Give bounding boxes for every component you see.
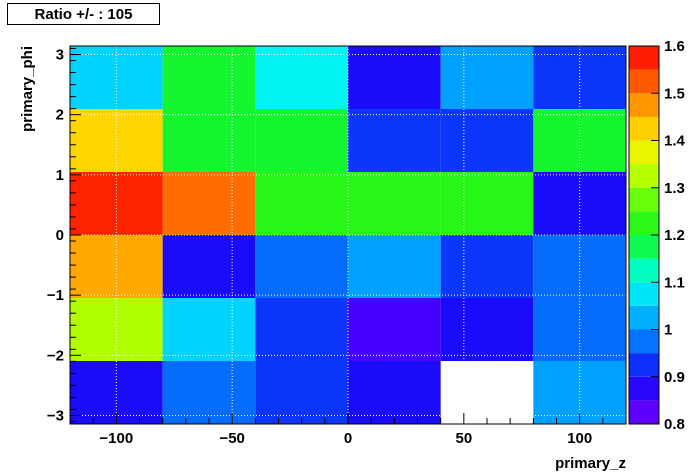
colorbar-segment — [629, 400, 659, 424]
heatmap-cell — [70, 298, 163, 362]
heatmap-cell — [70, 46, 163, 109]
heatmap-cell — [255, 108, 348, 172]
colorbar-segment — [629, 258, 659, 283]
heatmap-cell — [533, 171, 626, 235]
colorbar-segment — [629, 305, 659, 330]
heatmap-cell — [255, 298, 348, 362]
colorbar-tick-label: 1.3 — [664, 180, 685, 197]
colorbar-tick-label: 1.6 — [664, 38, 685, 55]
colorbar-segment — [629, 69, 659, 94]
colorbar-segment — [629, 235, 659, 259]
colorbar-tick-label: 0.9 — [664, 369, 685, 386]
heatmap-cell — [255, 171, 348, 235]
y-tick-label: 1 — [56, 167, 64, 184]
heatmap-cell — [255, 235, 348, 299]
colorbar: 0.8 0.9 1 1.1 1.2 1.3 1.4 1.5 1.6 — [628, 38, 686, 433]
heatmap-cell — [533, 235, 626, 299]
colorbar-segment — [629, 376, 659, 401]
heatmap-cell — [533, 298, 626, 362]
heatmap-cell — [70, 171, 163, 235]
heatmap-cell — [162, 171, 256, 235]
y-tick-label: −3 — [47, 407, 64, 424]
colorbar-segment — [629, 282, 659, 306]
colorbar-segment — [629, 211, 659, 235]
colorbar-tick-label: 1.5 — [664, 85, 685, 102]
heatmap-cell — [440, 298, 534, 362]
colorbar-segment — [629, 46, 659, 70]
colorbar-segment — [629, 329, 659, 354]
colorbar-tick-label: 1.2 — [664, 227, 685, 244]
colorbar-segment — [629, 140, 659, 165]
axis-ticks: −100 −50 0 50 100 −3 −2 −1 0 1 2 3 — [47, 47, 627, 447]
heatmap-cell — [162, 235, 256, 299]
x-tick-label: −50 — [219, 430, 244, 447]
heatmap-cell — [440, 108, 534, 172]
chart-title: Ratio +/- : 105 — [7, 3, 160, 25]
heatmap-cell — [162, 108, 256, 172]
heatmap-cell — [162, 46, 256, 109]
y-tick-label: 2 — [56, 107, 64, 124]
heatmap-cell — [348, 361, 441, 424]
colorbar-segment — [629, 353, 659, 377]
heatmap-cell — [348, 108, 441, 172]
colorbar-segment — [629, 116, 659, 141]
heatmap-cell — [348, 46, 441, 109]
heatmap-cell — [162, 361, 256, 424]
y-tick-label: 0 — [56, 227, 64, 244]
colorbar-tick-label: 1 — [664, 322, 672, 339]
x-tick-label: −100 — [99, 430, 133, 447]
colorbar-segment — [629, 187, 659, 212]
x-tick-label: 100 — [567, 430, 592, 447]
heatmap-cell — [162, 298, 256, 362]
heatmap-cell — [255, 46, 348, 109]
colorbar-segment — [629, 164, 659, 188]
heatmap-cell — [348, 298, 441, 362]
heatmap-cells — [70, 46, 626, 424]
heatmap-cell — [348, 171, 441, 235]
x-tick-label: 50 — [455, 430, 472, 447]
x-tick-label: 0 — [344, 430, 352, 447]
heatmap-cell — [255, 361, 348, 424]
heatmap-cell — [440, 171, 534, 235]
x-axis-title: primary_z — [555, 455, 626, 472]
heatmap-cell — [440, 235, 534, 299]
colorbar-tick-label: 0.8 — [664, 416, 685, 433]
heatmap-cell — [440, 46, 534, 109]
colorbar-segment — [629, 93, 659, 117]
y-tick-label: 3 — [56, 47, 64, 64]
y-tick-label: −2 — [47, 347, 64, 364]
heatmap-cell — [70, 108, 163, 172]
heatmap-cell — [348, 235, 441, 299]
heatmap-cell — [533, 108, 626, 172]
colorbar-tick-label: 1.1 — [664, 274, 685, 291]
heatmap-cell — [533, 46, 626, 109]
y-tick-label: −1 — [47, 287, 64, 304]
colorbar-tick-label: 1.4 — [664, 133, 686, 150]
grid-lines — [70, 46, 626, 424]
heatmap-cell — [70, 235, 163, 299]
y-axis-title: primary_phi — [19, 46, 36, 132]
